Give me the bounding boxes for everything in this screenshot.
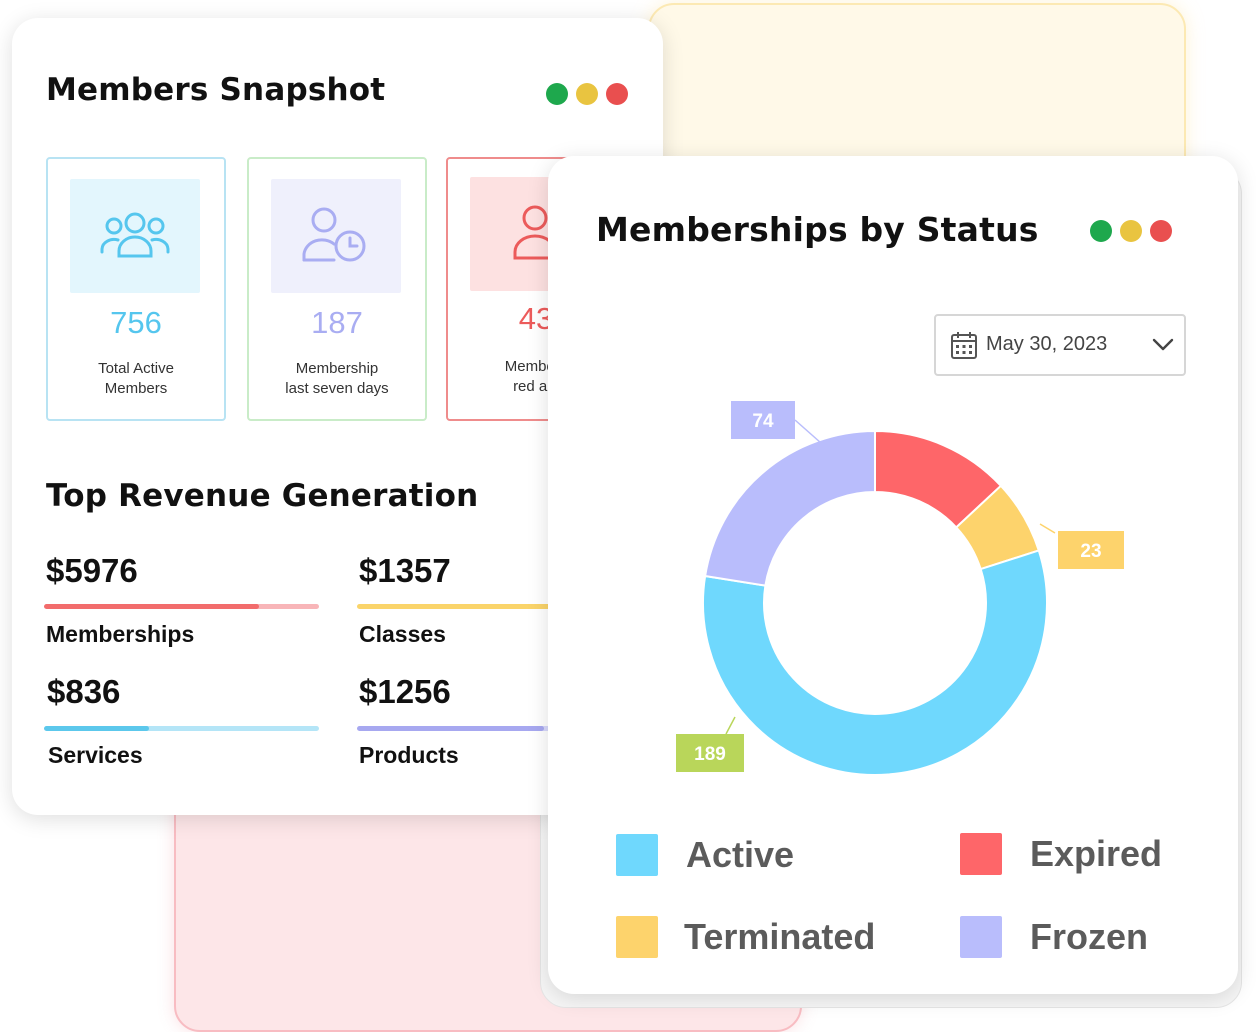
window-controls: [546, 83, 628, 105]
revenue-bar-products: [357, 726, 632, 731]
label-leader-line: [1039, 523, 1056, 534]
donut-slice-frozen[interactable]: [703, 429, 876, 587]
user-clock-icon: [302, 207, 366, 262]
legend-item-terminated[interactable]: Terminated: [616, 916, 875, 958]
revenue-amount-classes: $1357: [359, 552, 451, 589]
legend-swatch: [616, 916, 658, 958]
user-clock-icon-tile: [271, 179, 401, 293]
revenue-bar-fill: [44, 726, 149, 731]
revenue-label-services: Services: [48, 742, 143, 768]
legend-swatch: [616, 834, 658, 876]
stat-label: Total Active Members: [48, 359, 224, 399]
users-icon-tile: [70, 179, 200, 293]
legend-label: Frozen: [1030, 916, 1149, 957]
revenue-bar-services: [44, 726, 319, 731]
chevron-down-icon: [1152, 338, 1174, 351]
window-dot-green[interactable]: [546, 83, 568, 105]
revenue-bar-fill: [44, 604, 259, 609]
window-dot-red[interactable]: [606, 83, 628, 105]
revenue-label-products: Products: [359, 742, 459, 768]
legend-item-active[interactable]: Active: [616, 834, 794, 876]
stat-label-line2: red ale: [513, 378, 559, 395]
members-snapshot-title: Members Snapshot: [46, 72, 386, 108]
legend-swatch: [960, 833, 1002, 875]
legend-item-frozen[interactable]: Frozen: [960, 916, 1148, 958]
users-icon: [100, 212, 170, 258]
revenue-bar-memberships: [44, 604, 319, 609]
label-leader-line: [725, 716, 736, 735]
status-donut-chart: 23 189 74: [676, 401, 1124, 776]
data-label-active: 189: [694, 744, 726, 765]
legend-label: Active: [686, 834, 795, 875]
window-dot-red[interactable]: [1150, 220, 1172, 242]
revenue-bar-fill: [357, 726, 544, 731]
memberships-by-status-title: Memberships by Status: [596, 210, 1039, 249]
stat-label-line2: last seven days: [285, 380, 389, 397]
revenue-label-classes: Classes: [359, 621, 446, 647]
stat-label-line1: Total Active: [98, 360, 174, 377]
revenue-amount-products: $1256: [359, 673, 451, 710]
data-label-box: [1058, 531, 1124, 569]
stat-label: Membership last seven days: [249, 359, 425, 399]
label-leader-line: [794, 419, 822, 444]
data-label-terminated: 23: [1080, 541, 1101, 562]
date-picker-select[interactable]: May 30, 2023: [934, 314, 1186, 376]
top-revenue-title: Top Revenue Generation: [46, 478, 479, 514]
stat-card-active-members[interactable]: 756 Total Active Members: [46, 157, 226, 421]
data-label-box: [676, 734, 744, 772]
window-dot-yellow[interactable]: [1120, 220, 1142, 242]
data-label-box: [731, 401, 795, 439]
data-label-frozen: 74: [752, 411, 774, 432]
legend-swatch: [960, 916, 1002, 958]
revenue-bar-fill: [357, 604, 586, 609]
window-dot-green[interactable]: [1090, 220, 1112, 242]
stat-label-line2: Members: [104, 380, 168, 397]
legend-label: Expired: [1030, 833, 1163, 874]
legend-label: Terminated: [684, 916, 876, 957]
stat-label-line1: Membership: [295, 360, 379, 377]
donut-slice-active[interactable]: [702, 549, 1048, 776]
stat-value: 43: [518, 301, 554, 336]
legend-item-expired[interactable]: Expired: [960, 833, 1162, 875]
stat-card-membership-seven-days[interactable]: 187 Membership last seven days: [247, 157, 427, 421]
stat-value: 756: [110, 305, 162, 340]
revenue-amount-memberships: $5976: [46, 552, 138, 589]
memberships-by-status-card: Memberships by Status May 30, 2023 23 189…: [548, 156, 1238, 994]
date-value: May 30, 2023: [986, 333, 1108, 355]
revenue-bar-classes: [357, 604, 632, 609]
calendar-icon: [951, 332, 977, 359]
revenue-amount-services: $836: [47, 673, 121, 710]
stat-value: 187: [311, 305, 363, 340]
window-dot-yellow[interactable]: [576, 83, 598, 105]
revenue-label-memberships: Memberships: [46, 621, 195, 647]
window-controls: [1090, 220, 1172, 242]
